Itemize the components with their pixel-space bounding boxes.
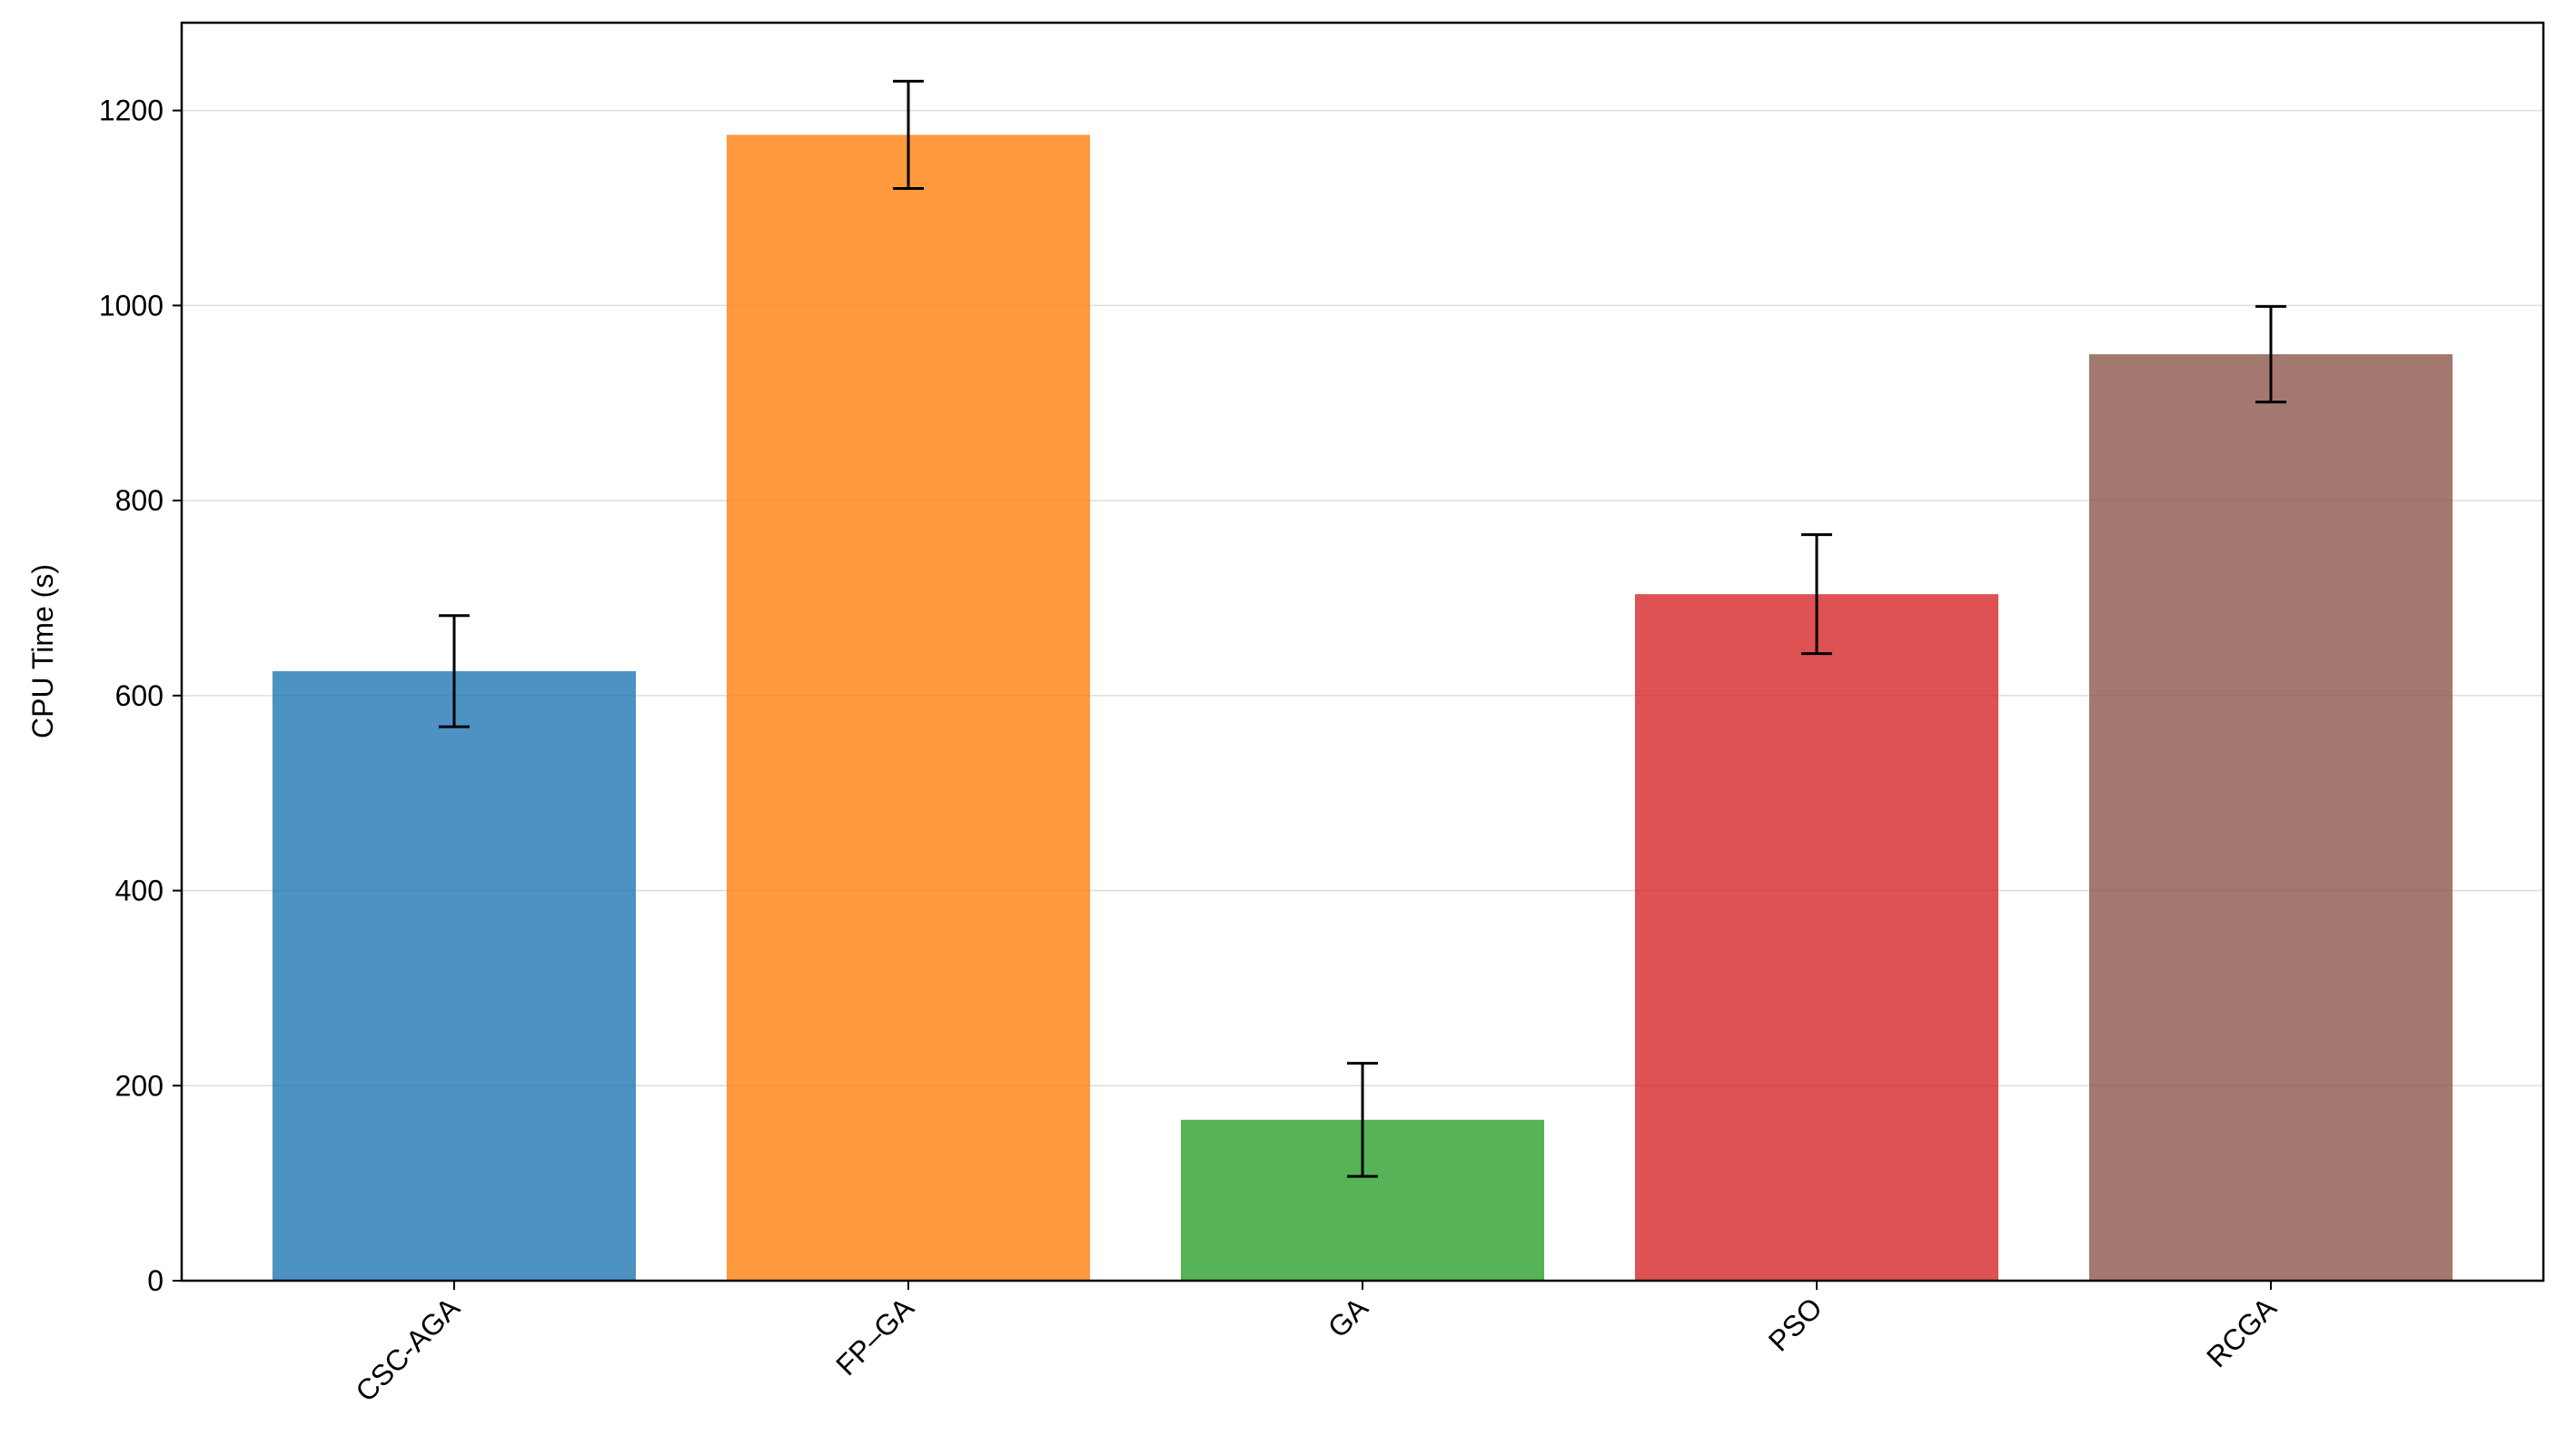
bar-pso [1635,594,1998,1281]
x-axis: CSC-AGA FP–GA GA PSO RCGA [349,1281,2283,1408]
y-tick-label: 1200 [99,94,164,127]
y-axis: 0 200 400 600 800 1000 1200 [99,94,182,1297]
x-tick-label: CSC-AGA [349,1291,466,1408]
y-tick-label: 400 [115,875,164,907]
bar-fp-ga [727,134,1090,1281]
y-tick-label: 600 [115,679,164,712]
y-axis-title: CPU Time (s) [26,564,59,738]
x-tick-label: PSO [1762,1291,1829,1357]
x-tick-label: FP–GA [829,1291,920,1382]
bars-layer [273,134,2453,1281]
bar-rcga [2089,354,2453,1281]
x-tick-label: RCGA [2200,1291,2283,1373]
error-bar [893,79,924,191]
error-bar [1801,533,1832,656]
error-bar [1347,1062,1378,1178]
y-tick-label: 800 [115,484,164,517]
y-tick-label: 1000 [99,289,164,322]
y-tick-label: 0 [147,1264,164,1297]
error-bars-layer [439,79,2286,1178]
error-bar [439,614,470,728]
error-bar [2255,304,2286,404]
x-tick-label: GA [1322,1291,1375,1344]
bar-csc-aga [273,670,636,1281]
y-tick-label: 200 [115,1069,164,1102]
